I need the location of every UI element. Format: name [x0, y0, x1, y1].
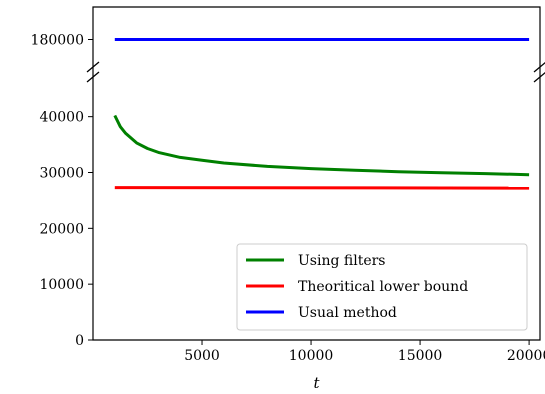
axis-break-mark	[86, 61, 100, 73]
y-tick-label-bottom: 20000	[39, 221, 84, 237]
bottom-panel-frame	[92, 72, 541, 341]
bottom-panel	[92, 72, 541, 341]
series-layer	[113, 38, 530, 190]
y-tick-label-top: 180000	[31, 33, 84, 49]
y-tick-label-bottom: 40000	[39, 110, 84, 126]
legend-label-using-filters: Using filters	[298, 253, 386, 269]
axis-break-marks	[86, 61, 545, 83]
x-axis-label: t	[313, 374, 320, 392]
series-line-using-filters	[113, 114, 530, 177]
x-tick-label: 5000	[184, 348, 220, 364]
y-tick-label-bottom: 0	[75, 333, 84, 349]
x-tick-label: 15000	[398, 348, 443, 364]
ticks-layer: 5000 10000 15000 20000 180000 0 10000 20000 3000…	[31, 33, 545, 365]
legend: Using filters Theoritical lower bound Usua…	[236, 243, 528, 331]
y-tick-label-bottom: 10000	[39, 277, 84, 293]
legend-label-theoritical-lower-bound: Theoritical lower bound	[298, 279, 468, 295]
axis-break-mark	[533, 61, 545, 73]
axis-break-mark	[533, 71, 545, 83]
x-tick-label: 20000	[507, 348, 545, 364]
axis-break-mark	[86, 71, 100, 83]
series-line-theoritical-lower-bound	[114, 186, 530, 190]
legend-label-usual-method: Usual method	[298, 305, 397, 321]
legend-box	[236, 243, 528, 331]
x-tick-label: 10000	[289, 348, 334, 364]
y-tick-label-bottom: 30000	[39, 166, 84, 182]
